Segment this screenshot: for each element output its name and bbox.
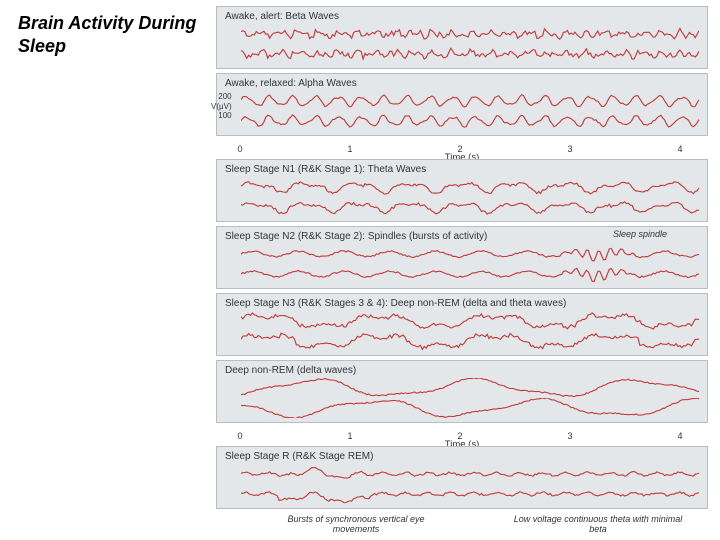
eeg-trace [241, 484, 699, 504]
bottom-annotations: Bursts of synchronous vertical eye movem… [216, 513, 708, 534]
eeg-trace [241, 91, 699, 111]
panel-label: Awake, relaxed: Alpha Waves [225, 78, 699, 89]
eeg-trace [241, 197, 699, 217]
panel-annotation: Sleep spindle [613, 229, 667, 239]
axis-tick: 3 [567, 144, 572, 154]
eeg-trace [241, 24, 699, 44]
eeg-trace [241, 331, 699, 351]
panel-label: Awake, alert: Beta Waves [225, 11, 699, 22]
bottom-annotation: Low voltage continuous theta with minima… [508, 514, 688, 534]
eeg-trace [241, 111, 699, 131]
y-scale: 200V(μV)100 [211, 92, 232, 121]
eeg-trace [241, 311, 699, 331]
axis-tick: 1 [347, 431, 352, 441]
panel-label: Sleep Stage N1 (R&K Stage 1): Theta Wave… [225, 164, 699, 175]
title-column: Brain Activity During Sleep [0, 0, 210, 540]
time-axis: 01234Time (s) [216, 140, 708, 155]
eeg-panel: Sleep Stage N1 (R&K Stage 1): Theta Wave… [216, 159, 708, 222]
axis-tick: 3 [567, 431, 572, 441]
time-axis: 01234Time (s) [216, 427, 708, 442]
panel-label: Deep non-REM (delta waves) [225, 365, 699, 376]
axis-tick: 4 [677, 431, 682, 441]
eeg-panel: Awake, relaxed: Alpha Waves200V(μV)100 [216, 73, 708, 136]
bottom-annotation: Bursts of synchronous vertical eye movem… [266, 514, 446, 534]
eeg-panel: Awake, alert: Beta Waves [216, 6, 708, 69]
eeg-panel: Sleep Stage N2 (R&K Stage 2): Spindles (… [216, 226, 708, 289]
panel-label: Sleep Stage R (R&K Stage REM) [225, 451, 699, 462]
axis-tick: 4 [677, 144, 682, 154]
axis-tick: 1 [347, 144, 352, 154]
eeg-trace [241, 177, 699, 197]
eeg-trace [241, 264, 699, 284]
eeg-panel: Sleep Stage R (R&K Stage REM) [216, 446, 708, 509]
eeg-panel: Sleep Stage N3 (R&K Stages 3 & 4): Deep … [216, 293, 708, 356]
axis-tick: 0 [237, 431, 242, 441]
axis-tick: 0 [237, 144, 242, 154]
eeg-trace [241, 464, 699, 484]
eeg-trace [241, 378, 699, 398]
eeg-trace [241, 244, 699, 264]
eeg-trace [241, 44, 699, 64]
eeg-panel: Deep non-REM (delta waves) [216, 360, 708, 423]
eeg-trace [241, 398, 699, 418]
panel-label: Sleep Stage N3 (R&K Stages 3 & 4): Deep … [225, 298, 699, 309]
chart-column: Awake, alert: Beta Waves Awake, relaxed: … [210, 0, 720, 540]
page-title: Brain Activity During Sleep [18, 12, 202, 57]
